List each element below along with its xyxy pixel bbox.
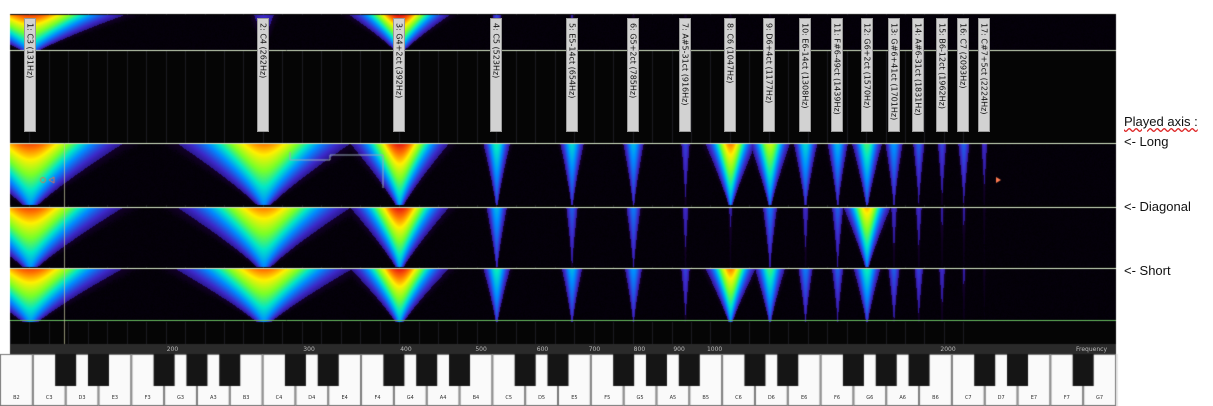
key-label: G5 bbox=[637, 395, 644, 401]
key-label: B6 bbox=[932, 395, 939, 401]
played-axis-label: Played axis : bbox=[1124, 114, 1198, 129]
key-label: F3 bbox=[145, 395, 151, 401]
frequency-tick: 300 bbox=[303, 346, 314, 353]
key-label: E6 bbox=[801, 395, 807, 401]
diagonal-axis-label: <- Diagonal bbox=[1124, 199, 1191, 214]
harmonic-label-8: 8: C6 (1047Hz) bbox=[724, 18, 736, 132]
key-label: A3 bbox=[210, 395, 217, 401]
key-label: A6 bbox=[899, 395, 906, 401]
harmonic-label-17: 17: C#7+5ct (2224Hz) bbox=[978, 18, 990, 132]
frequency-tick: 200 bbox=[167, 346, 178, 353]
key-label: G7 bbox=[1096, 395, 1103, 401]
harmonic-label-5: 5: E5-14ct (654Hz) bbox=[566, 18, 578, 132]
key-label: C6 bbox=[735, 395, 742, 401]
short-axis-label: <- Short bbox=[1124, 263, 1171, 278]
harmonic-label-3: 3: G4+2ct (392Hz) bbox=[393, 18, 405, 132]
harmonic-label-11: 11: F#6-49ct (1439Hz) bbox=[831, 18, 843, 132]
harmonic-label-14: 14: A#6-31ct (1831Hz) bbox=[912, 18, 924, 132]
key-label: G3 bbox=[177, 395, 184, 401]
key-label: E3 bbox=[112, 395, 118, 401]
harmonic-label-6: 6: G5+2ct (785Hz) bbox=[627, 18, 639, 132]
harmonic-label-9: 9: D6+4ct (1177Hz) bbox=[763, 18, 775, 132]
key-label: C3 bbox=[46, 395, 53, 401]
frequency-tick: 600 bbox=[537, 346, 548, 353]
harmonic-label-12: 12: G6+2ct (1570Hz) bbox=[861, 18, 873, 132]
harmonic-label-13: 13: G#6+41ct (1701Hz) bbox=[888, 18, 900, 132]
harmonic-label-7: 7: A#5-31ct (916Hz) bbox=[679, 18, 691, 132]
key-label: C5 bbox=[505, 395, 512, 401]
harmonic-label-1: 1: C3 (131Hz) bbox=[24, 18, 36, 132]
key-label: D5 bbox=[538, 395, 545, 401]
frequency-tick: 900 bbox=[673, 346, 684, 353]
key-label: E4 bbox=[341, 395, 347, 401]
key-label: B4 bbox=[473, 395, 480, 401]
frequency-tick: 800 bbox=[634, 346, 645, 353]
key-label: F4 bbox=[374, 395, 380, 401]
key-label: D3 bbox=[79, 395, 86, 401]
key-label: G6 bbox=[866, 395, 873, 401]
key-label: B5 bbox=[702, 395, 709, 401]
harmonic-label-2: 2: C4 (262Hz) bbox=[257, 18, 269, 132]
key-label: G4 bbox=[407, 395, 414, 401]
key-label: C7 bbox=[965, 395, 972, 401]
key-label: D6 bbox=[768, 395, 775, 401]
harmonic-label-16: 16: C7 (2093Hz) bbox=[957, 18, 969, 132]
key-label: A4 bbox=[440, 395, 447, 401]
key-label: B2 bbox=[13, 395, 20, 401]
key-label: C4 bbox=[276, 395, 283, 401]
key-label: A5 bbox=[670, 395, 677, 401]
key-label: F7 bbox=[1064, 395, 1070, 401]
long-axis-label: <- Long bbox=[1124, 134, 1168, 149]
harmonic-label-10: 10: E6-14ct (1308Hz) bbox=[799, 18, 811, 132]
key-label: E7 bbox=[1031, 395, 1037, 401]
key-label: D4 bbox=[308, 395, 315, 401]
frequency-tick: 400 bbox=[400, 346, 411, 353]
key-label: F6 bbox=[834, 395, 840, 401]
harmonic-label-4: 4: C5 (523Hz) bbox=[490, 18, 502, 132]
key-label: E5 bbox=[571, 395, 577, 401]
key-label: F5 bbox=[604, 395, 610, 401]
key-label: D7 bbox=[998, 395, 1005, 401]
frequency-tick: 700 bbox=[589, 346, 600, 353]
frequency-tick: 1000 bbox=[707, 346, 722, 353]
frequency-tick: 2000 bbox=[940, 346, 955, 353]
frequency-unit-label: Frequency bbox=[1076, 346, 1107, 353]
harmonic-label-15: 15: B6-12ct (1962Hz) bbox=[936, 18, 948, 132]
frequency-tick: 500 bbox=[475, 346, 486, 353]
key-label: B3 bbox=[243, 395, 250, 401]
